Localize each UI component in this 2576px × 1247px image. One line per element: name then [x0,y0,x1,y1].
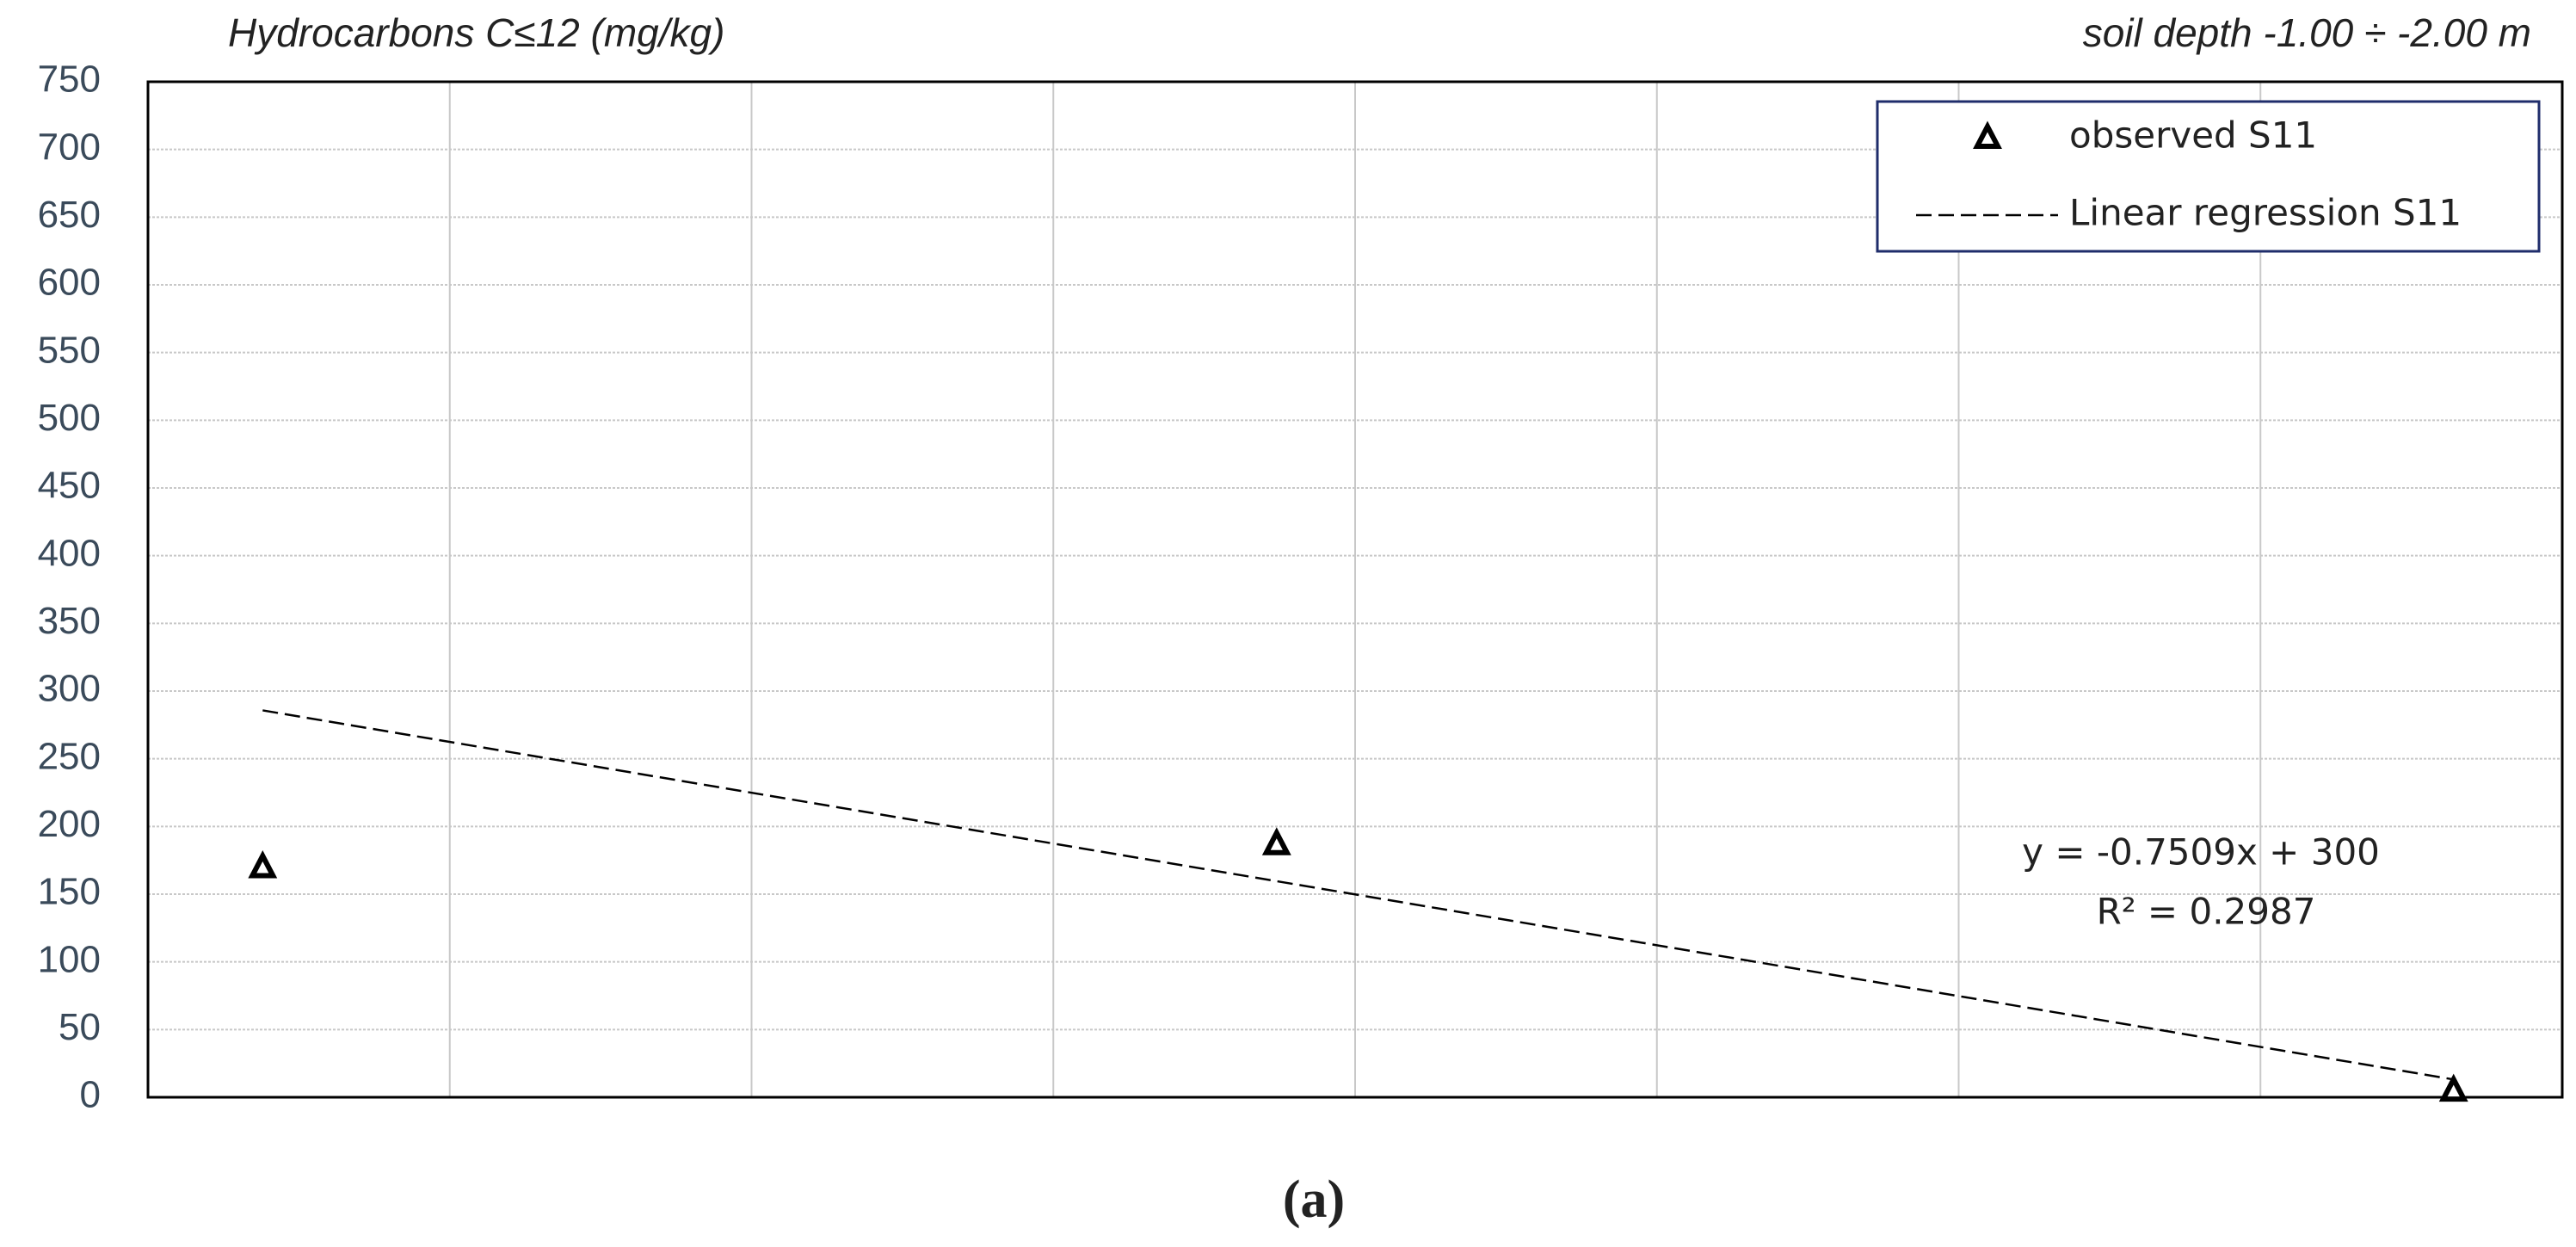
y-tick-label: 350 [38,600,101,642]
caption: (a) [1283,1170,1345,1229]
y-tick-label: 450 [38,465,101,507]
legend-label: Linear regression S11 [2069,192,2462,234]
chart-title: Hydrocarbons C≤12 (mg/kg) [228,10,724,55]
y-tick-label: 100 [38,938,101,980]
y-tick-label: 150 [38,871,101,913]
chart-subtitle: soil depth -1.00 ÷ -2.00 m [2083,10,2531,55]
y-tick-label: 200 [38,803,101,845]
y-tick-label: 650 [38,194,101,236]
data-point [1261,827,1291,855]
legend-label: observed S11 [2069,114,2317,157]
legend-marker [1973,120,2002,149]
equation: y = -0.7509x + 300 [2022,831,2380,874]
y-tick-label: 500 [38,397,101,439]
data-point [248,850,278,879]
y-tick-label: 750 [38,59,101,101]
y-tick-label: 550 [38,329,101,371]
y-tick-label: 400 [38,532,101,574]
y-tick-label: 250 [38,735,101,777]
data-point [2438,1073,2468,1102]
y-tick-label: 700 [38,126,101,168]
trendline [262,709,2454,1081]
y-tick-label: 600 [38,262,101,304]
y-tick-label: 0 [80,1074,101,1116]
y-tick-label: 300 [38,668,101,710]
r-squared: R² = 0.2987 [2097,891,2316,933]
plot-frame [146,80,2564,1099]
y-tick-label: 50 [59,1006,101,1048]
